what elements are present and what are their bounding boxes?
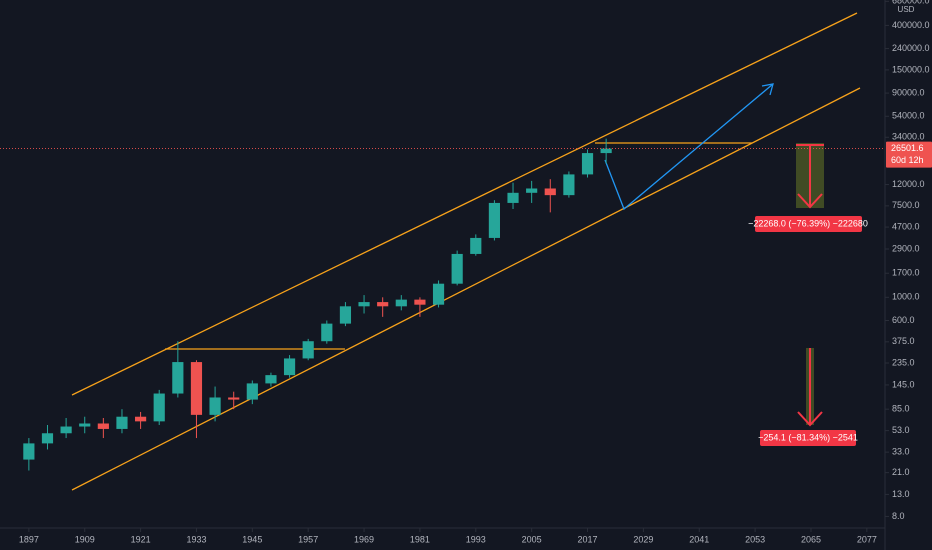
measure-label: −22268.0 (−76.39%) −222680	[748, 218, 868, 228]
candle-body	[488, 202, 500, 238]
y-tick-label: 4700.0	[892, 221, 920, 231]
y-tick-label: 85.0	[892, 404, 910, 414]
x-tick-label: 1921	[131, 534, 151, 544]
x-tick-label: 1993	[466, 534, 486, 544]
y-tick-label: 13.0	[892, 489, 910, 499]
candle-body	[544, 188, 556, 196]
candle-body	[190, 362, 203, 415]
x-tick-label: 1945	[242, 534, 262, 544]
candle-body	[135, 416, 147, 422]
x-tick-label: 2053	[745, 534, 765, 544]
y-tick-label: 235.0	[892, 357, 915, 367]
y-tick-label: 54000.0	[892, 111, 925, 121]
arrow-head	[761, 83, 774, 96]
candle-body	[246, 383, 258, 400]
candle-body	[116, 416, 128, 429]
y-tick-label: 21.0	[892, 467, 910, 477]
candle-body	[414, 299, 426, 305]
candle-body	[377, 302, 389, 307]
candle-body	[79, 423, 91, 427]
candle-body	[451, 253, 463, 284]
y-tick-label: 8.0	[892, 511, 905, 521]
y-tick-label: 1700.0	[892, 268, 920, 278]
countdown-label: 60d 12h	[891, 155, 924, 165]
candle-body	[321, 323, 333, 342]
candle-body	[358, 302, 370, 307]
candle-body	[153, 393, 165, 422]
drawings	[71, 12, 862, 491]
y-tick-label: 240000.0	[892, 43, 930, 53]
candle-body	[41, 433, 54, 444]
candle-body	[339, 306, 352, 324]
measure-arrow	[797, 411, 823, 427]
x-tick-label: 2005	[522, 534, 542, 544]
x-tick-label: 1909	[75, 534, 95, 544]
y-tick-label: 2900.0	[892, 243, 920, 253]
measure-label-bg	[755, 216, 862, 232]
x-tick-label: 2041	[689, 534, 709, 544]
y-tick-label: 1000.0	[892, 292, 920, 302]
candle-body	[97, 423, 109, 429]
projection-path	[604, 83, 774, 211]
y-tick-label: 680000.0	[892, 0, 930, 6]
candle-body	[209, 397, 221, 415]
candle-body	[395, 299, 407, 307]
candle-body	[600, 148, 612, 154]
x-tick-label: 1897	[19, 534, 39, 544]
candle-body	[302, 341, 314, 359]
y-tick-label: 12000.0	[892, 179, 925, 189]
measure-label-bg	[760, 430, 856, 446]
price-label-bg	[886, 141, 932, 168]
x-tick-label: 2029	[633, 534, 653, 544]
y-tick-label: 375.0	[892, 336, 915, 346]
x-tick-label: 2065	[801, 534, 821, 544]
y-tick-label: 34000.0	[892, 132, 925, 142]
measure-label: −254.1 (−81.34%) −2541	[758, 432, 858, 442]
candle-body	[172, 362, 184, 394]
candle-body	[507, 192, 519, 203]
y-tick-label: 150000.0	[892, 64, 930, 74]
x-tick-label: 2077	[857, 534, 877, 544]
y-tick-label: 33.0	[892, 446, 910, 456]
x-tick-label: 1933	[186, 534, 206, 544]
x-tick-label: 2017	[578, 534, 598, 544]
x-tick-label: 1969	[354, 534, 374, 544]
y-tick-label: 90000.0	[892, 87, 925, 97]
candle-body	[563, 174, 575, 196]
measure-arrow	[797, 193, 823, 209]
candle-body	[60, 426, 72, 434]
candle-body	[283, 358, 296, 376]
y-tick-label: 400000.0	[892, 20, 930, 30]
candle-body	[581, 153, 594, 175]
y-tick-label: 53.0	[892, 425, 910, 435]
y-tick-label: 145.0	[892, 379, 915, 389]
channel-lower	[71, 87, 861, 491]
x-tick-label: 1957	[298, 534, 318, 544]
channel-upper	[71, 12, 858, 396]
currency-label: USD	[898, 5, 915, 14]
price-label: 26501.6	[891, 143, 924, 153]
candle-body	[265, 375, 277, 384]
y-tick-label: 600.0	[892, 315, 915, 325]
candle-body	[23, 443, 35, 460]
x-tick-label: 1981	[410, 534, 430, 544]
candle-body	[526, 188, 538, 193]
candle-body	[228, 397, 240, 400]
candle-body	[432, 283, 445, 305]
candle-body	[470, 237, 482, 254]
y-tick-label: 7500.0	[892, 200, 920, 210]
